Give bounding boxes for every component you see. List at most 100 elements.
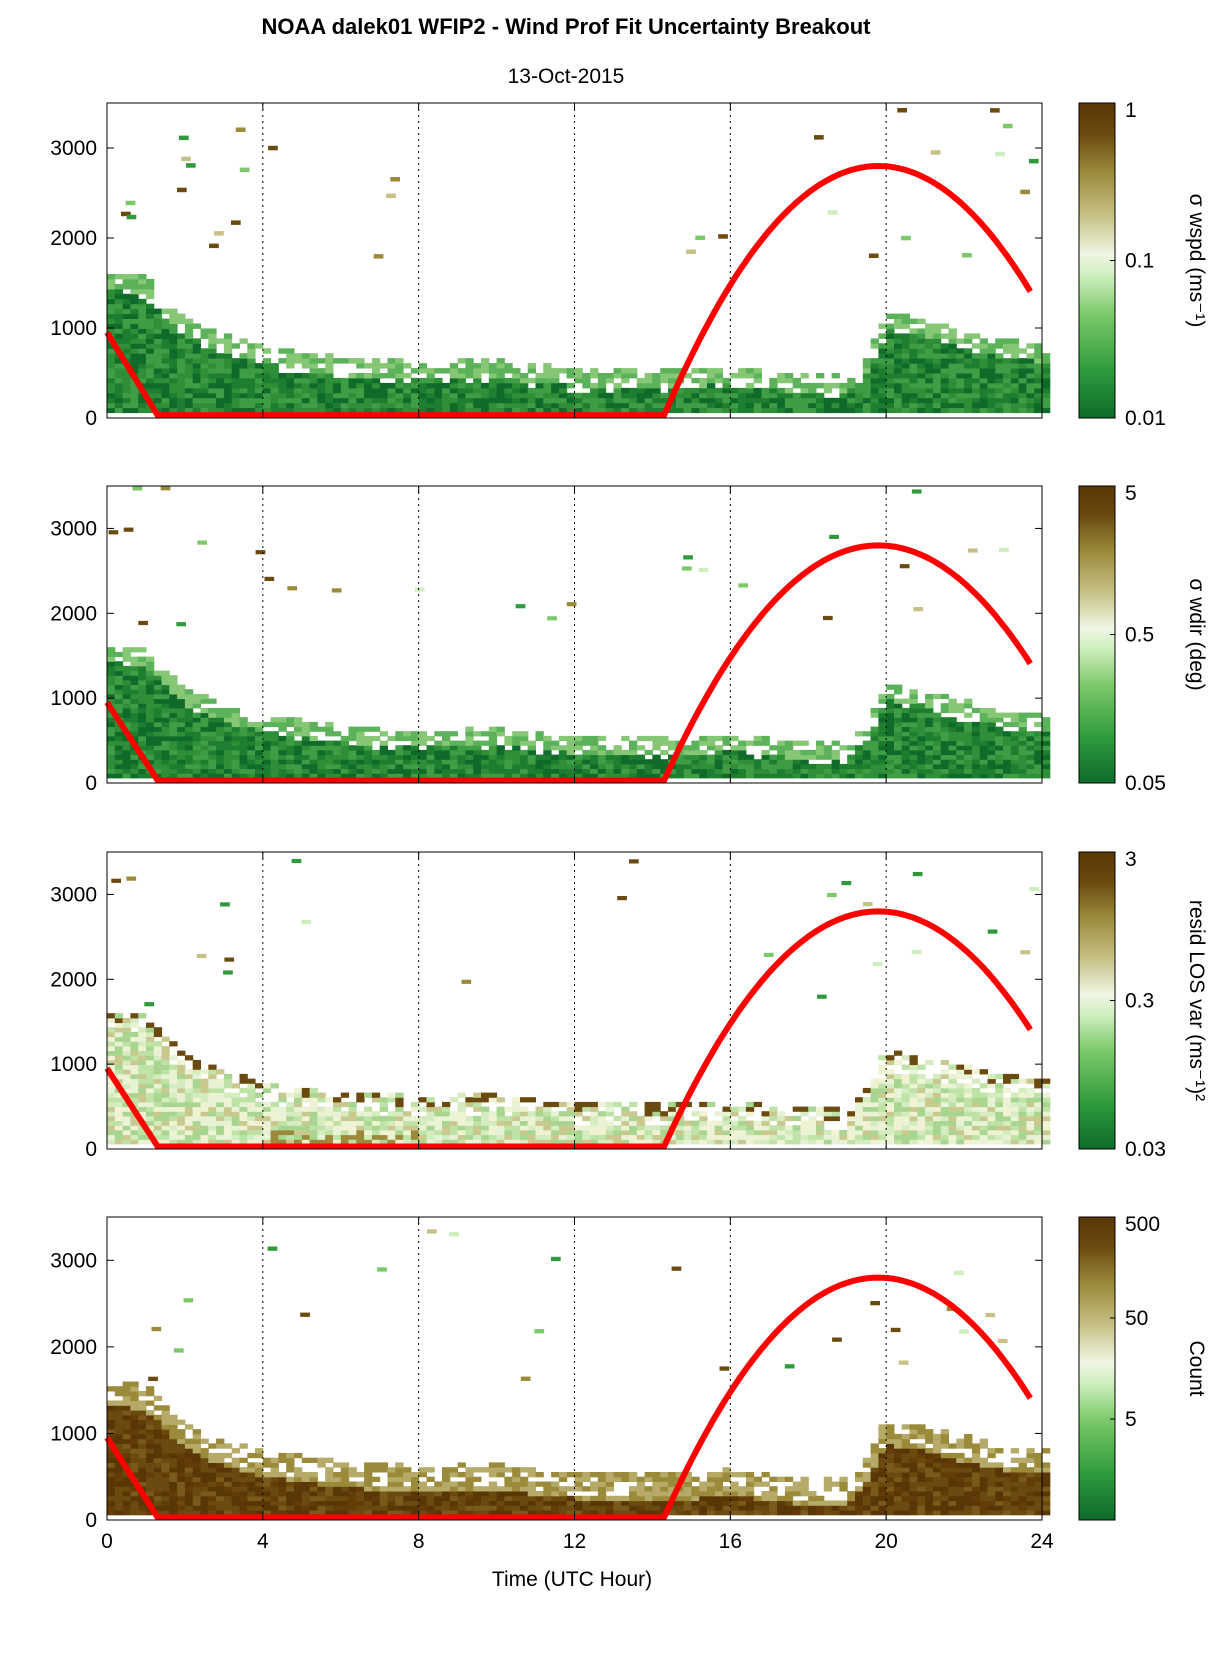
heatmap-cell	[917, 382, 926, 389]
heatmap-cell	[925, 1092, 934, 1098]
heatmap-cell	[208, 1495, 217, 1502]
heatmap-cell	[348, 1134, 357, 1140]
heatmap-cell	[177, 402, 186, 409]
heatmap-cell	[948, 368, 957, 374]
heatmap-cell	[621, 407, 630, 414]
heatmap-cell	[114, 1073, 124, 1080]
heatmap-cell	[247, 1134, 256, 1140]
heatmap-cell	[730, 1111, 739, 1117]
heatmap-cell	[395, 745, 404, 751]
heatmap-cell	[262, 402, 272, 409]
heatmap-cell	[403, 1476, 412, 1482]
heatmap-cell	[130, 278, 139, 285]
heatmap-cell	[395, 1125, 404, 1131]
heatmap-cell	[114, 1027, 124, 1033]
heatmap-cell	[426, 754, 435, 760]
heatmap-cell	[442, 745, 451, 751]
heatmap-cell	[325, 1097, 334, 1103]
heatmap-cell	[870, 1092, 879, 1098]
heatmap-cell	[964, 763, 973, 770]
heatmap-cell	[153, 1457, 163, 1463]
heatmap-cell	[995, 1139, 1004, 1145]
heatmap-cell	[200, 373, 209, 379]
heatmap-cell	[169, 1129, 178, 1136]
heatmap-cell	[917, 1139, 926, 1145]
heatmap-cell	[886, 1097, 895, 1103]
heatmap-cell	[130, 665, 139, 672]
heatmap-cell	[114, 1111, 124, 1117]
heatmap-cell	[130, 1433, 139, 1440]
heatmap-cell	[613, 749, 622, 756]
heatmap-cell	[886, 363, 895, 369]
heatmap-cell	[878, 712, 887, 718]
heatmap-cell	[894, 684, 903, 690]
heatmap-cell	[231, 343, 240, 349]
heatmap-cell	[122, 1395, 131, 1402]
heatmap-cell	[590, 1125, 599, 1131]
heatmap-cell	[122, 348, 131, 354]
heatmap-cells	[107, 858, 1051, 1145]
heatmap-cell	[512, 1134, 521, 1140]
heatmap-cell	[520, 768, 529, 774]
heatmap-cell	[964, 1120, 973, 1126]
heatmap-cell	[301, 726, 311, 732]
heatmap-cell	[410, 1101, 420, 1108]
heatmap-cell	[1010, 377, 1020, 384]
heatmap-cell	[457, 749, 466, 756]
heatmap-cell	[940, 754, 949, 760]
heatmap-cell	[208, 763, 217, 770]
heatmap-cell	[1010, 1115, 1020, 1122]
heatmap-cell	[878, 1101, 887, 1108]
heatmap-cell	[309, 1106, 318, 1112]
heatmap-cell	[153, 1045, 163, 1052]
heatmap-cell	[130, 1013, 139, 1019]
heatmap-cell	[348, 1125, 357, 1131]
heatmap-cell	[699, 402, 708, 409]
heatmap-cell	[457, 402, 466, 409]
heatmap-cell	[527, 1115, 536, 1122]
heatmap-cell	[488, 1097, 498, 1103]
heatmap-cell	[699, 749, 708, 756]
heatmap-cell	[364, 1129, 373, 1136]
heatmap-cell	[208, 1139, 217, 1145]
heatmap-cell	[1042, 1083, 1051, 1089]
heatmap-cell	[465, 1134, 474, 1140]
heatmap-cell	[862, 1097, 872, 1103]
heatmap-cell	[582, 402, 591, 409]
heatmap-cell	[1010, 1092, 1020, 1098]
heatmap-cell	[255, 731, 264, 737]
heatmap-cell	[301, 1457, 311, 1463]
heatmap-cell	[153, 1443, 163, 1449]
heatmap-cell	[792, 377, 801, 384]
heatmap-cell	[590, 768, 599, 774]
heatmap-cell	[784, 749, 794, 756]
heatmap-cell	[146, 740, 155, 746]
heatmap-cell	[333, 768, 342, 774]
heatmap-cell	[512, 1129, 521, 1136]
heatmap-cell	[652, 1125, 661, 1131]
heatmap-cell	[301, 1486, 311, 1492]
heatmap-cell	[317, 1510, 326, 1516]
heatmap-cell	[130, 698, 139, 704]
heatmap-cell	[940, 333, 949, 339]
heatmap-cell	[146, 1022, 155, 1028]
heatmap-cell	[184, 1467, 194, 1473]
heatmap-cell	[294, 1120, 303, 1126]
heatmap-cell	[574, 1134, 583, 1140]
heatmap-cell	[979, 382, 988, 389]
heatmap-cell	[434, 731, 443, 737]
heatmap-cell	[613, 1125, 622, 1131]
heatmap-cell	[784, 745, 794, 751]
heatmap-cell	[566, 1101, 575, 1108]
heatmap-cell	[146, 1386, 155, 1392]
heatmap-cell	[948, 735, 957, 742]
heatmap-cell	[1010, 392, 1020, 399]
heatmap-cell	[122, 303, 131, 310]
heatmap-cell	[130, 1083, 139, 1089]
heatmap-cell	[325, 721, 334, 728]
heatmap-cell	[262, 763, 272, 770]
heatmap-cell	[122, 759, 131, 765]
heatmap-cell	[161, 1443, 170, 1449]
heatmap-cell	[784, 397, 794, 404]
heatmap-cell	[130, 323, 139, 329]
